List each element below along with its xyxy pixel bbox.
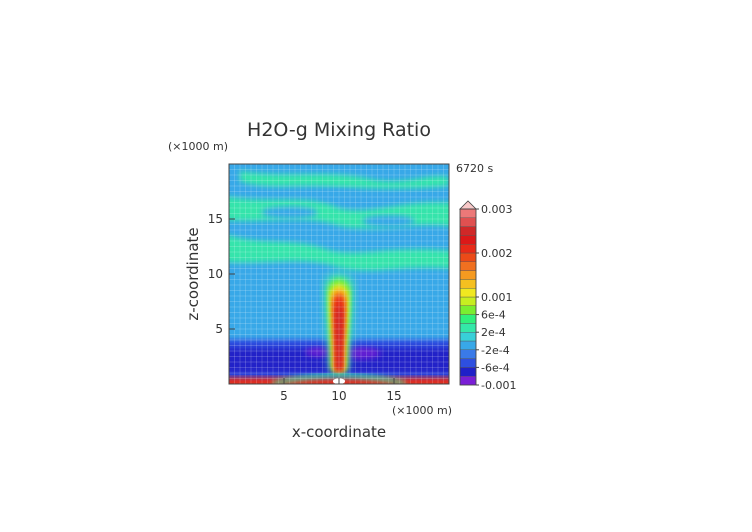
blue-pocket-top [317,189,361,200]
colorbar-tick-label: 0.002 [481,247,513,260]
x-unit-label: (×1000 m) [392,404,452,417]
colorbar-segment [459,270,477,280]
colorbar-tick-label: -6e-4 [481,361,510,374]
blue-pocket-left [261,206,318,219]
colorbar-segment [459,288,477,298]
colorbar-segment [459,305,477,315]
colorbar-segment [459,279,477,289]
colorbar-tick-label: -0.001 [481,379,516,392]
surface-arch [272,373,406,384]
x-axis-label: x-coordinate [292,423,386,441]
colorbar-tick-label: 0.001 [481,291,513,304]
colorbar-segment [459,226,477,236]
colorbar-segment [459,208,477,219]
colorbar-segment [459,349,477,359]
colorbar-segment [459,332,477,342]
blue-pocket-lowleft [232,288,292,299]
green-layer-3 [240,170,449,189]
colorbar-segment [459,235,477,245]
y-ticks: 5 10 15 [208,212,235,336]
colorbar-segment [459,376,477,386]
colorbar-segment [459,323,477,333]
y-tick-label: 15 [208,212,223,226]
x-tick-label: 5 [280,389,288,403]
colorbar-tick-label: 2e-4 [481,326,506,339]
y-tick-label: 10 [208,267,223,281]
colorbar-segment [459,243,477,254]
colorbar-segment [459,217,477,227]
colorbar-tick-label: -2e-4 [481,344,510,357]
colorbar-segment [459,261,477,271]
colorbar-tick-label: 6e-4 [481,309,506,322]
colorbar-over-triangle [459,200,477,210]
colorbar-segment [459,367,477,377]
green-layer-1 [229,235,449,271]
y-unit-label: (×1000 m) [168,140,228,153]
y-axis-label: z-coordinate [184,227,202,320]
colorbar-segment [459,340,477,351]
colorbar-tick-label: 0.003 [481,203,513,216]
plot-area [229,164,449,384]
x-tick-label: 15 [386,389,401,403]
contour-field [229,170,449,384]
chart-title: H2O-g Mixing Ratio [247,119,431,141]
colorbar-segment [459,296,477,307]
colorbar-segment [459,358,477,368]
y-tick-label: 5 [215,322,223,336]
colorbar: 0.003 0.002 0.001 6e-4 2e-4 -2e-4 -6e-4 -0.001 [459,200,516,392]
x-tick-label: 10 [331,389,346,403]
grid-lines [229,164,449,384]
colorbar-segment [459,314,477,324]
blue-pocket-lowright [386,291,446,301]
x-ticks: 5 10 15 [280,378,402,403]
purple-patch-left [305,347,334,358]
plume-deep-red [335,305,343,371]
blue-pocket-right [362,215,415,228]
time-label: 6720 s [456,162,493,175]
colorbar-segment [459,252,477,263]
